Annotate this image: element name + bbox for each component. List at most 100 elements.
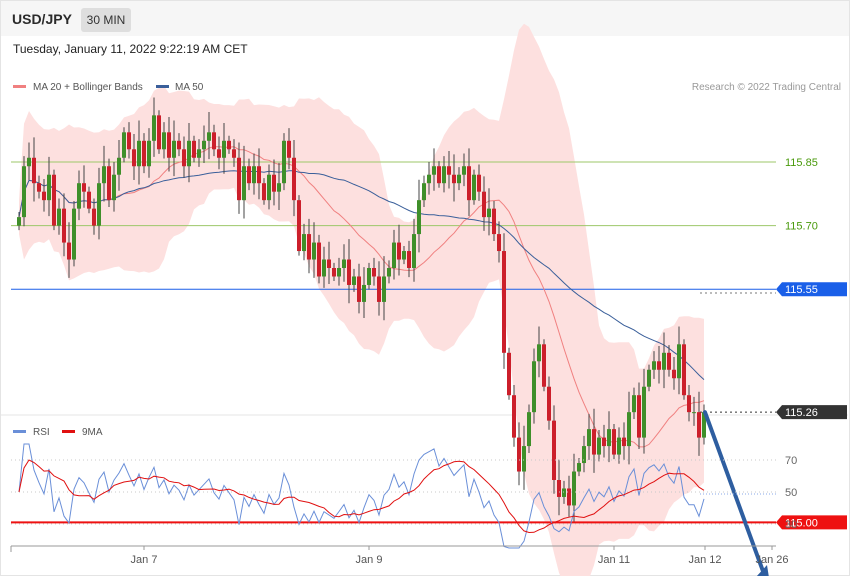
rsi-ma-line bbox=[18, 459, 705, 534]
candle-body bbox=[452, 174, 456, 184]
level-label-115.70: 115.70 bbox=[785, 221, 818, 233]
candle-body bbox=[217, 149, 221, 158]
candle-body bbox=[657, 361, 661, 370]
rsi-legend-label: RSI bbox=[33, 427, 50, 438]
candle-body bbox=[277, 183, 281, 192]
candle-body bbox=[507, 352, 511, 396]
candle-body bbox=[317, 242, 321, 277]
candle-body bbox=[542, 344, 546, 387]
candle-body bbox=[682, 344, 686, 396]
candle-body bbox=[567, 488, 571, 506]
ma20-line bbox=[18, 146, 705, 448]
candle-body bbox=[642, 386, 646, 438]
bollinger-band bbox=[19, 23, 704, 576]
candle-body bbox=[407, 251, 411, 268]
candle-body bbox=[337, 268, 341, 277]
candle-body bbox=[227, 140, 231, 150]
rsi-legend: RSI 9MA bbox=[13, 427, 103, 438]
candle-body bbox=[327, 259, 331, 268]
candle-body bbox=[352, 276, 356, 285]
level-label-115.00: 115.00 bbox=[785, 517, 818, 529]
candle-body bbox=[372, 268, 376, 277]
candle-body bbox=[147, 140, 151, 167]
x-tick-label: Jan 9 bbox=[356, 554, 383, 566]
candle-body bbox=[87, 191, 91, 209]
candle-body bbox=[587, 429, 591, 447]
candle-body bbox=[412, 234, 416, 268]
candle-body bbox=[37, 183, 41, 192]
level-tag-115.26: 115.26 bbox=[776, 405, 847, 420]
level-tag-shape bbox=[776, 282, 847, 297]
candle-body bbox=[132, 149, 136, 167]
candle-body bbox=[437, 166, 441, 184]
candle-body bbox=[137, 140, 141, 167]
candle-body bbox=[572, 471, 576, 506]
candle-body bbox=[487, 208, 491, 218]
candle-body bbox=[77, 183, 81, 209]
candle-body bbox=[402, 251, 406, 260]
chart-datetime: Tuesday, January 11, 2022 9:22:19 AM CET bbox=[13, 42, 248, 56]
candle-body bbox=[597, 437, 601, 455]
rsi-ma-legend-swatch bbox=[62, 430, 75, 433]
candle-body bbox=[252, 166, 256, 184]
candle-body bbox=[17, 217, 21, 226]
x-tick-label: Jan 11 bbox=[598, 554, 630, 566]
forecast-arrow-shaft bbox=[703, 410, 766, 576]
candle-body bbox=[282, 140, 286, 184]
candle-body bbox=[72, 208, 76, 260]
price-legend: MA 20 + Bollinger Bands MA 50 bbox=[13, 82, 204, 93]
candle-body bbox=[47, 174, 51, 201]
candles bbox=[17, 97, 706, 522]
candle-body bbox=[472, 174, 476, 201]
candle-body bbox=[177, 140, 181, 150]
candle-body bbox=[662, 352, 666, 370]
candle-body bbox=[397, 242, 401, 260]
candle-body bbox=[182, 149, 186, 167]
candle-body bbox=[242, 166, 246, 201]
candle-body bbox=[702, 412, 706, 438]
candle-body bbox=[577, 463, 581, 472]
level-tag-shape bbox=[776, 405, 847, 420]
candle-body bbox=[692, 412, 696, 414]
level-tag-115.00: 115.00 bbox=[776, 515, 847, 530]
candle-body bbox=[422, 183, 426, 201]
candle-body bbox=[382, 276, 386, 302]
rsi-level-label-30: 30 bbox=[785, 519, 797, 531]
level-label-115.55: 115.55 bbox=[785, 284, 818, 296]
candle-body bbox=[32, 157, 36, 184]
rsi-legend-swatch bbox=[13, 430, 26, 433]
candle-body bbox=[392, 242, 396, 268]
level-label-115.85: 115.85 bbox=[785, 157, 818, 169]
level-tag-115.55: 115.55 bbox=[776, 282, 847, 297]
candle-body bbox=[27, 157, 31, 167]
candle-body bbox=[557, 480, 561, 497]
candle-body bbox=[537, 344, 541, 362]
candle-body bbox=[152, 115, 156, 141]
candle-body bbox=[447, 166, 451, 175]
candle-body bbox=[202, 140, 206, 150]
candle-body bbox=[272, 174, 276, 192]
candle-body bbox=[592, 429, 596, 455]
candle-body bbox=[512, 395, 516, 438]
candle-body bbox=[502, 251, 506, 353]
candle-body bbox=[122, 132, 126, 158]
candle-body bbox=[457, 174, 461, 184]
candle-body bbox=[632, 395, 636, 413]
ma50-legend-label: MA 50 bbox=[175, 82, 204, 93]
candle-body bbox=[627, 412, 631, 447]
forecast-arrow-head bbox=[756, 565, 769, 576]
candle-body bbox=[547, 386, 551, 421]
candle-body bbox=[622, 437, 626, 447]
candle-body bbox=[142, 140, 146, 167]
candle-body bbox=[367, 268, 371, 285]
timeframe-button[interactable]: 30 MIN bbox=[81, 8, 131, 32]
candle-body bbox=[582, 446, 586, 464]
rsi-ma-legend-label: 9MA bbox=[82, 427, 103, 438]
rsi-line bbox=[18, 443, 705, 549]
candle-body bbox=[107, 166, 111, 201]
candle-body bbox=[677, 344, 681, 379]
x-tick-label: Jan 7 bbox=[131, 554, 158, 566]
candle-body bbox=[312, 242, 316, 260]
candle-body bbox=[302, 234, 306, 252]
candle-body bbox=[82, 183, 86, 192]
